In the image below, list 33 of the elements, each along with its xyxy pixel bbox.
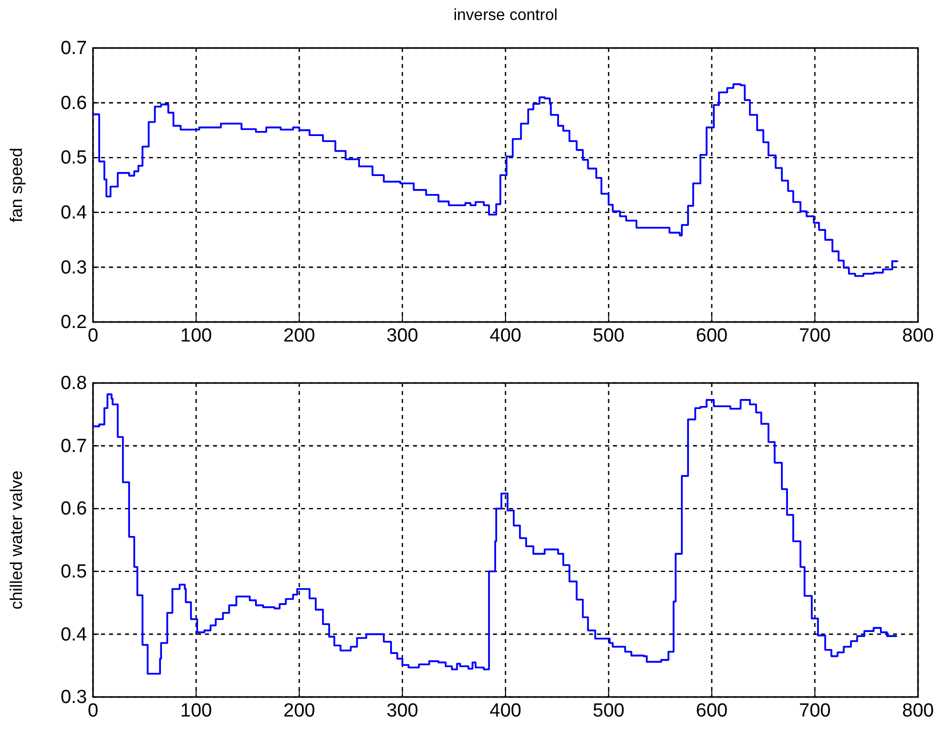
x-tick-label: 700 [799,325,831,346]
y-tick-label: 0.6 [60,92,87,114]
y-tick-label: 0.8 [60,373,87,394]
y-tick-label: 0.4 [60,202,88,224]
x-tick-label: 700 [799,700,831,722]
x-tick-label: 300 [386,700,418,722]
x-tick-label: 400 [490,325,522,346]
y-tick-label: 0.7 [60,436,87,457]
x-tick-label: 600 [696,325,728,346]
x-tick-label: 100 [180,325,212,346]
y-axis-title: chilled water valve [7,470,26,610]
x-tick-label: 100 [180,700,212,722]
y-tick-label: 0.4 [60,624,88,646]
x-tick-label: 0 [88,325,98,346]
x-tick-label: 600 [696,700,728,722]
x-tick-label: 300 [386,325,418,346]
y-axis-title: fan speed [7,148,26,222]
y-tick-label: 0.3 [60,257,87,278]
y-tick-label: 0.6 [60,498,87,520]
x-tick-label: 500 [592,325,624,346]
chart-title: inverse control [453,7,558,24]
y-tick-label: 0.3 [60,687,87,708]
x-tick-label: 800 [902,325,934,346]
x-tick-label: 200 [283,700,316,722]
x-tick-label: 400 [490,700,522,722]
y-tick-label: 0.7 [60,38,87,60]
y-tick-label: 0.2 [60,312,87,334]
y-tick-label: 0.5 [60,148,87,169]
x-tick-label: 0 [88,700,98,722]
x-tick-label: 800 [902,700,934,722]
y-tick-label: 0.5 [60,561,87,582]
x-tick-label: 500 [592,700,624,722]
x-tick-label: 200 [283,325,316,346]
